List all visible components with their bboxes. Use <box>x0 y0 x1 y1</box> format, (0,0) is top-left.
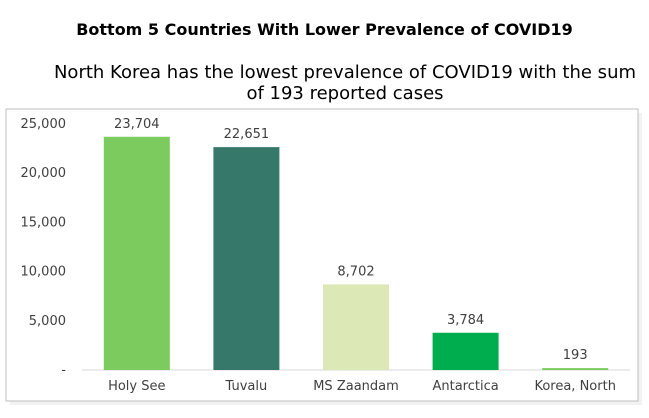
x-tick-label: Tuvalu <box>225 379 268 394</box>
y-tick-label: 5,000 <box>29 314 66 329</box>
x-tick-label: MS Zaandam <box>313 379 399 394</box>
data-label: 3,784 <box>447 313 484 328</box>
x-tick-label: Antarctica <box>432 379 498 394</box>
y-tick-label: 25,000 <box>21 117 67 132</box>
x-tick-label: Holy See <box>108 379 165 394</box>
chart-frame <box>5 108 639 402</box>
bar-korea-north <box>542 368 609 370</box>
y-tick-label: 15,000 <box>21 215 67 230</box>
y-tick-label: - <box>61 363 66 378</box>
bar-tuvalu <box>213 147 280 370</box>
chart-title: Bottom 5 Countries With Lower Prevalence… <box>76 20 573 39</box>
data-label: 23,704 <box>114 117 160 132</box>
x-tick-label: Korea, North <box>534 379 615 394</box>
subtitle-line-2: of 193 reported cases <box>246 83 444 104</box>
y-tick-label: 10,000 <box>21 265 67 280</box>
bar-ms-zaandam <box>323 284 389 370</box>
bar-holy-see <box>103 136 170 370</box>
data-label: 193 <box>563 348 588 363</box>
subtitle-line-1: North Korea has the lowest prevalence of… <box>53 62 637 83</box>
y-tick-label: 20,000 <box>21 166 67 181</box>
data-label: 22,651 <box>224 127 270 142</box>
bar-antarctica <box>432 332 499 370</box>
chart-subtitle: North Korea has the lowest prevalence of… <box>30 62 649 104</box>
data-label: 8,702 <box>337 264 374 279</box>
